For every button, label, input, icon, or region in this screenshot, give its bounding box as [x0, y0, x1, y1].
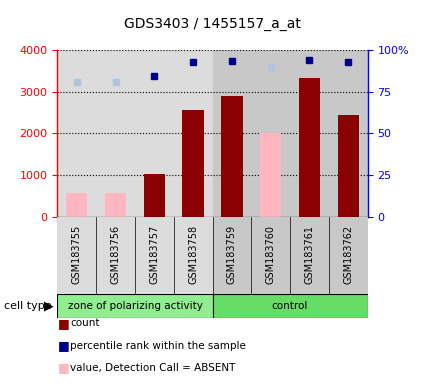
Bar [96, 50, 135, 217]
Text: GSM183762: GSM183762 [343, 225, 353, 284]
Text: percentile rank within the sample: percentile rank within the sample [70, 341, 246, 351]
Bar [251, 217, 290, 294]
Bar [299, 78, 320, 217]
Bar [135, 50, 174, 217]
Bar [135, 217, 174, 294]
Text: GSM183760: GSM183760 [266, 225, 276, 284]
Bar [337, 115, 359, 217]
Bar [329, 50, 368, 217]
Text: zone of polarizing activity: zone of polarizing activity [68, 301, 202, 311]
Text: GSM183761: GSM183761 [304, 225, 314, 284]
Text: ■: ■ [57, 317, 69, 330]
Text: GSM183756: GSM183756 [110, 225, 121, 284]
Text: GSM183759: GSM183759 [227, 225, 237, 284]
Text: ■: ■ [57, 339, 69, 352]
Bar [144, 174, 165, 217]
Bar [174, 217, 212, 294]
Bar [260, 134, 281, 217]
Text: value, Detection Call = ABSENT: value, Detection Call = ABSENT [70, 363, 235, 373]
Text: control: control [272, 301, 308, 311]
Bar [251, 50, 290, 217]
Text: GSM183757: GSM183757 [149, 225, 159, 284]
Text: count: count [70, 318, 99, 328]
Bar [96, 217, 135, 294]
Text: ▶: ▶ [44, 299, 54, 312]
Text: ■: ■ [57, 361, 69, 374]
Bar [105, 193, 126, 217]
Text: cell type: cell type [4, 301, 52, 311]
Bar [212, 294, 368, 318]
Bar [290, 217, 329, 294]
Bar [66, 193, 88, 217]
Bar [57, 217, 96, 294]
Bar [290, 50, 329, 217]
Bar [221, 96, 243, 217]
Bar [212, 50, 251, 217]
Bar [212, 217, 251, 294]
Text: GDS3403 / 1455157_a_at: GDS3403 / 1455157_a_at [124, 17, 301, 31]
Bar [57, 294, 212, 318]
Bar [174, 50, 212, 217]
Text: GSM183758: GSM183758 [188, 225, 198, 284]
Text: GSM183755: GSM183755 [72, 225, 82, 284]
Bar [57, 50, 96, 217]
Bar [182, 111, 204, 217]
Bar [329, 217, 368, 294]
